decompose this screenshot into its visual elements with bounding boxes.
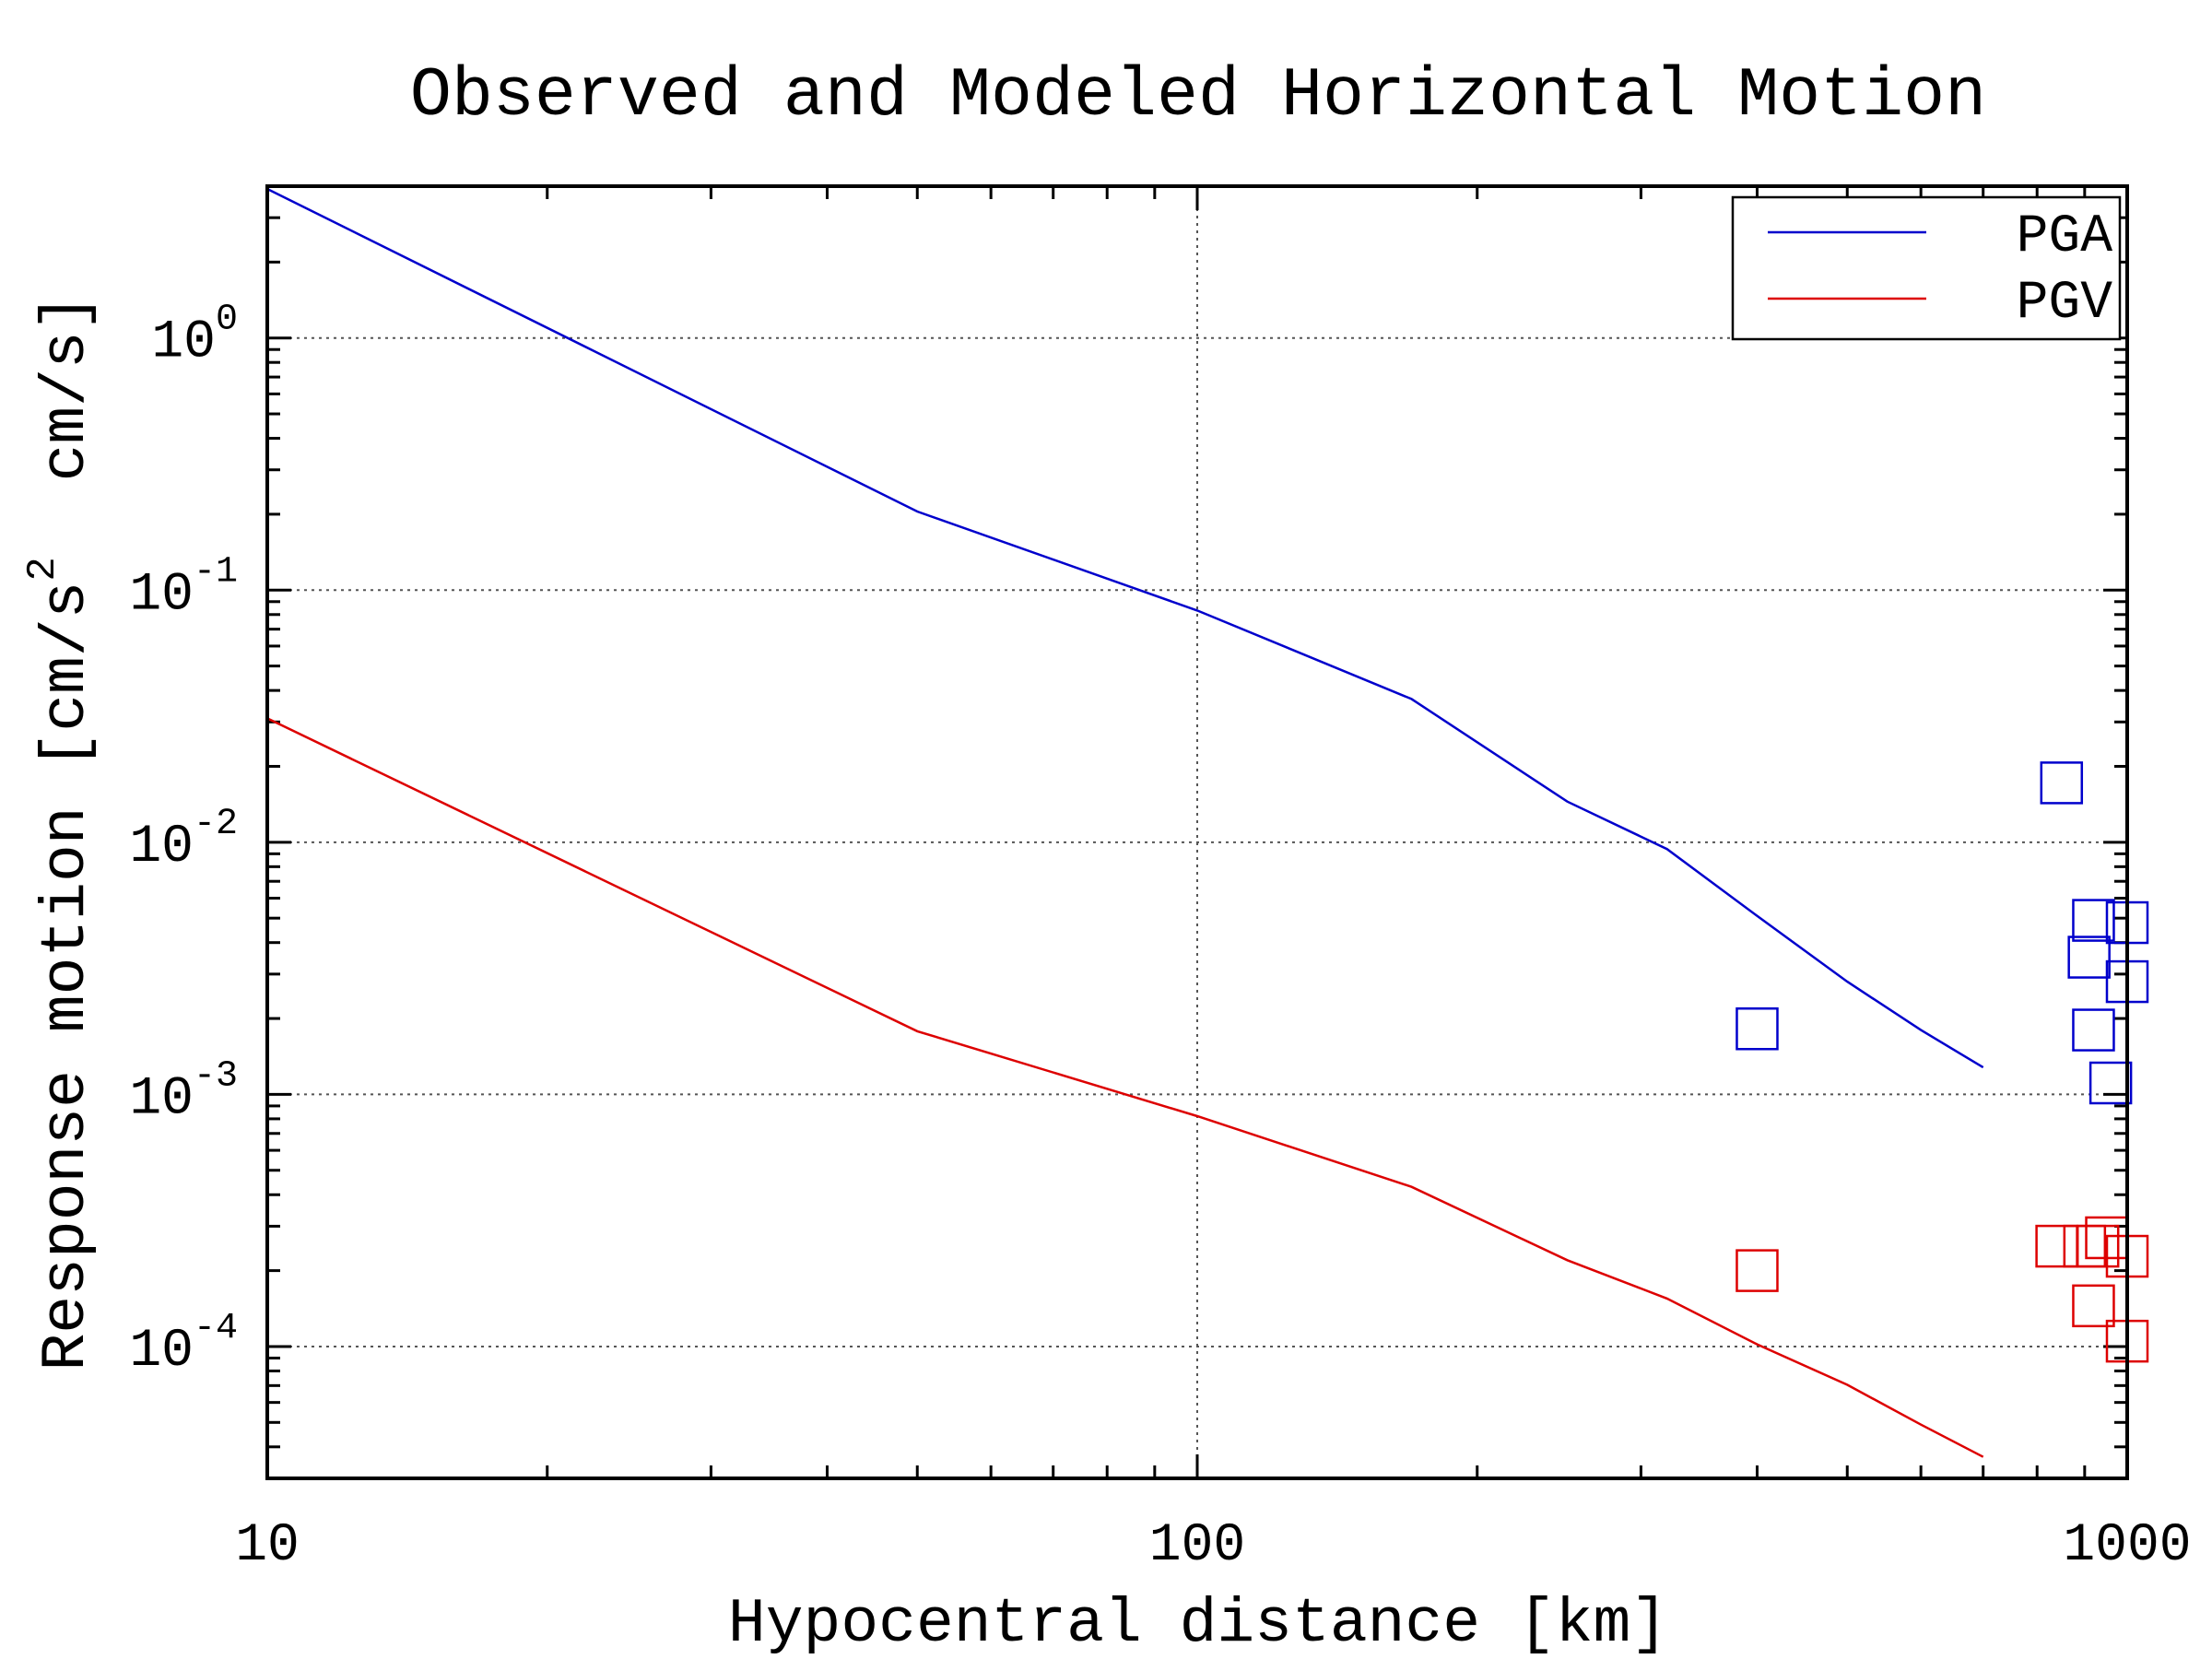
chart-title: Observed and Modeled Horizontal Motion — [410, 57, 1986, 135]
x-tick-label: 100 — [1149, 1516, 1245, 1576]
pga-observed-marker — [2072, 1008, 2115, 1052]
legend: PGA PGV — [1731, 195, 2122, 341]
x-axis-label: Hypocentral distance [km] — [728, 1589, 1668, 1659]
pga-observed-marker — [2040, 761, 2084, 805]
y-tick-label: 100 — [151, 300, 238, 373]
y-tick-label: 10-1 — [129, 551, 238, 625]
x-tick-labels: 10 100 1000 — [235, 1516, 2191, 1576]
plot-series — [266, 187, 2149, 1458]
y-tick-label: 10-2 — [129, 804, 238, 877]
y-axis-label-suffix: cm/s] — [31, 293, 102, 557]
pgv-line — [266, 717, 1984, 1458]
pga-observed-marker — [2072, 899, 2115, 942]
pga-observed-marker — [2067, 935, 2111, 979]
y-axis-label: Response motion [cm/s2 cm/s] — [20, 293, 102, 1371]
y-axis-label-prefix: Response motion [cm/s — [31, 582, 102, 1371]
pga-observed-marker — [2088, 1061, 2133, 1105]
x-tick-label: 1000 — [2063, 1516, 2191, 1576]
pgv-observed-marker — [2035, 1224, 2078, 1268]
y-tick-label: 10-3 — [129, 1055, 238, 1129]
legend-box — [1731, 195, 2122, 341]
pgv-observed-marker — [2063, 1224, 2107, 1268]
pga-observed-marker — [1735, 1006, 1779, 1051]
grid-lines — [267, 186, 2127, 1478]
pgv-observed-marker — [2076, 1224, 2120, 1268]
pgv-observed-marker — [2072, 1284, 2115, 1328]
y-axis-label-superscript: 2 — [20, 557, 66, 581]
plot-frame — [265, 184, 2129, 1480]
legend-label-pga: PGA — [2017, 207, 2113, 267]
pgv-observed-marker — [1735, 1249, 1779, 1292]
legend-label-pgv: PGV — [2017, 274, 2113, 334]
pga-line — [266, 187, 1984, 1069]
y-tick-label: 10-4 — [129, 1308, 238, 1382]
y-tick-labels: 100 10-1 10-2 10-3 10-4 — [129, 300, 238, 1382]
x-tick-label: 10 — [235, 1516, 300, 1576]
